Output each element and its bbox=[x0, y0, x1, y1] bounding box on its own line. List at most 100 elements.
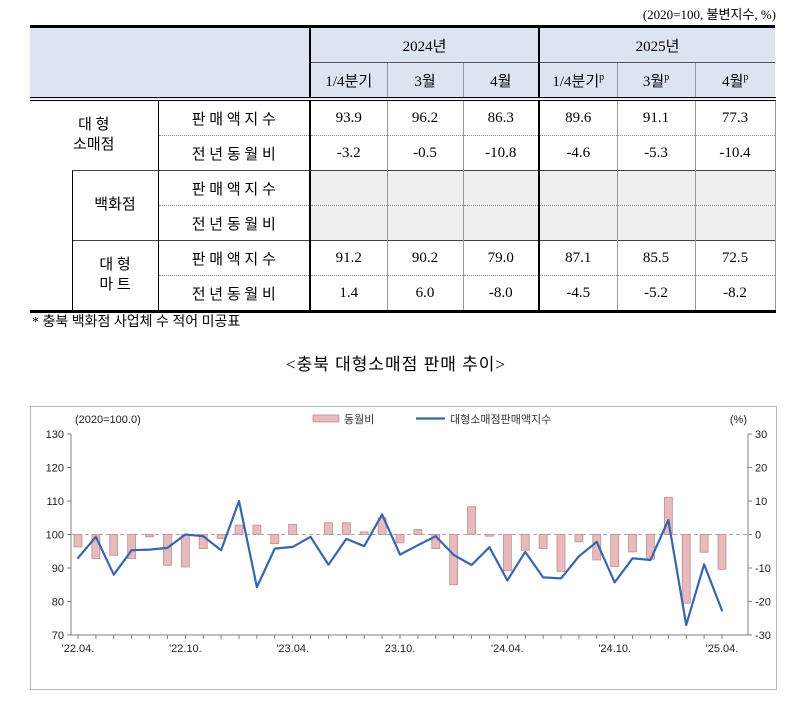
yoy-bar bbox=[449, 534, 459, 586]
left-axis-label: 130 bbox=[46, 429, 64, 441]
sales-trend-chart: 70 80 90 100 110 120 130 -30 -20 -10 0 10 20 30 '22.04… bbox=[30, 406, 777, 690]
x-axis-label: '22.10. bbox=[169, 643, 202, 655]
col-header-apr-2025: 4월p bbox=[694, 62, 776, 101]
yoy-bar bbox=[628, 534, 637, 553]
table-cell: -4.6 bbox=[538, 135, 618, 171]
table-cell bbox=[462, 205, 540, 241]
yoy-bar bbox=[288, 524, 298, 535]
table-cell bbox=[616, 170, 696, 206]
left-axis-label: 110 bbox=[46, 496, 64, 508]
table-cell bbox=[462, 170, 540, 206]
table-cell bbox=[694, 205, 776, 241]
table-cell: -4.5 bbox=[538, 275, 618, 312]
yoy-bar bbox=[663, 496, 673, 535]
table-cell: 90.2 bbox=[386, 240, 464, 276]
metric-label-sales-index: 판 매 액 지 수 bbox=[158, 240, 312, 276]
x-axis-label: '24.10. bbox=[598, 643, 631, 655]
table-cell bbox=[309, 205, 388, 241]
right-axis-label: -30 bbox=[755, 630, 771, 642]
table-cell bbox=[538, 205, 618, 241]
x-axis-label: 23.10. bbox=[385, 643, 416, 655]
x-axis-label: '22.04. bbox=[62, 643, 95, 655]
table-cell bbox=[386, 170, 464, 206]
table-cell: 86.3 bbox=[462, 99, 540, 136]
col-header-mar-2025: 3월p bbox=[616, 62, 696, 101]
x-axis-label: '25.04. bbox=[706, 643, 739, 655]
yoy-bar bbox=[270, 534, 280, 544]
col-header-apr-2024: 4월 bbox=[462, 62, 540, 101]
right-axis-label: 30 bbox=[755, 429, 767, 441]
table-cell: -8.2 bbox=[694, 275, 776, 312]
sales-index-table: 2024년 2025년 1/4분기 3월 4월 1/4분기p 3월p 4월p 대… bbox=[30, 25, 776, 313]
yoy-bar bbox=[127, 534, 137, 560]
yoy-bar bbox=[556, 534, 566, 572]
yoy-bar bbox=[377, 517, 387, 535]
metric-label-sales-index: 판 매 액 지 수 bbox=[158, 170, 312, 206]
table-cell: -10.8 bbox=[462, 135, 540, 171]
yoy-bar bbox=[145, 534, 154, 538]
metric-label-yoy: 전 년 동 월 비 bbox=[158, 135, 312, 171]
table-row: 전 년 동 월 비 bbox=[30, 205, 776, 241]
left-axis-label: 120 bbox=[46, 463, 64, 475]
table-cell: -3.2 bbox=[309, 135, 388, 171]
table-cell: 72.5 bbox=[694, 240, 776, 276]
right-axis-label: 10 bbox=[755, 496, 767, 508]
yoy-bar bbox=[198, 534, 208, 549]
table-row: 대 형 소매점 판 매 액 지 수 93.9 96.2 86.3 89.6 91… bbox=[30, 99, 776, 171]
table-cell bbox=[616, 205, 696, 241]
row-group-large-retail: 대 형 소매점 bbox=[30, 99, 159, 171]
table-cell bbox=[309, 170, 388, 206]
yoy-bar bbox=[180, 534, 190, 568]
legend-line-label: 대형소매점판매액지수 bbox=[450, 413, 551, 426]
metric-label-yoy: 전 년 동 월 비 bbox=[158, 275, 312, 312]
yoy-bar bbox=[610, 534, 620, 568]
left-axis-label: 100 bbox=[46, 530, 64, 542]
left-axis-label: 70 bbox=[52, 630, 64, 642]
table-cell: -10.4 bbox=[694, 135, 776, 171]
legend-bar-label: 동월비 bbox=[344, 413, 374, 426]
row-group-indent-spacer bbox=[30, 240, 72, 312]
left-axis-label: 90 bbox=[52, 563, 64, 575]
table-cell: 87.1 bbox=[538, 240, 618, 276]
yoy-bar bbox=[574, 534, 584, 543]
index-line bbox=[76, 499, 724, 626]
table-cell: -5.2 bbox=[616, 275, 696, 312]
table-row: 전 년 동 월 비 1.4 6.0 -8.0 -4.5 -5.2 -8.2 bbox=[30, 275, 776, 312]
right-axis-label: 0 bbox=[755, 530, 761, 542]
table-cell: -8.0 bbox=[462, 275, 540, 312]
col-header-q1-2024: 1/4분기 bbox=[309, 62, 388, 101]
yoy-bar bbox=[324, 522, 333, 535]
metric-label-sales-index: 판 매 액 지 수 bbox=[158, 99, 312, 136]
yoy-bar bbox=[395, 534, 405, 544]
table-cell: 85.5 bbox=[616, 240, 696, 276]
yoy-bar bbox=[109, 534, 119, 556]
table-cell bbox=[386, 205, 464, 241]
table-cell: 1.4 bbox=[309, 275, 388, 312]
table-corner-cell bbox=[30, 26, 311, 101]
table-cell: 96.2 bbox=[386, 99, 464, 136]
table-cell: -5.3 bbox=[616, 135, 696, 171]
chart-title: <충북 대형소매점 판매 추이> bbox=[286, 355, 506, 374]
yoy-bar bbox=[359, 531, 369, 535]
table-cell: 6.0 bbox=[386, 275, 464, 312]
yoy-bar bbox=[216, 534, 226, 539]
col-group-2024: 2024년 bbox=[309, 26, 540, 63]
row-group-department-store: 백화점 bbox=[71, 170, 159, 241]
table-cell bbox=[694, 170, 776, 206]
yoy-bar bbox=[592, 534, 602, 561]
yoy-bar bbox=[73, 534, 83, 548]
col-header-mar-2024: 3월 bbox=[386, 62, 464, 101]
right-axis-label: -20 bbox=[755, 597, 771, 609]
yoy-bar bbox=[413, 529, 423, 535]
table-cell: 91.1 bbox=[616, 99, 696, 136]
chart-canvas: 70 80 90 100 110 120 130 -30 -20 -10 0 10 20 30 '22.04… bbox=[46, 413, 771, 655]
left-axis-label: 80 bbox=[52, 597, 64, 609]
legend-bar-swatch bbox=[312, 414, 340, 423]
yoy-bar bbox=[467, 506, 476, 535]
table-footnote: * 충북 백화점 사업체 수 적어 미공표 bbox=[32, 315, 241, 330]
table-row: 전 년 동 월 비 -3.2 -0.5 -10.8 -4.6 -5.3 -10.… bbox=[30, 135, 776, 171]
row-group-hypermarket: 대 형 마 트 bbox=[71, 240, 159, 312]
table-cell: 77.3 bbox=[694, 99, 776, 136]
yoy-bar bbox=[252, 524, 262, 535]
